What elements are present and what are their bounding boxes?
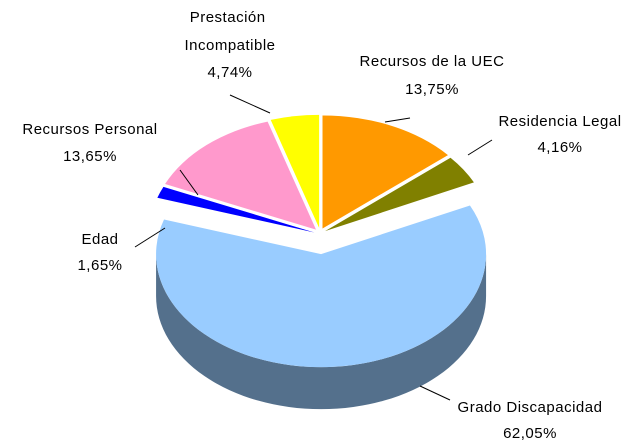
slice-top — [270, 114, 320, 228]
leader-line — [467, 139, 493, 156]
value-label: 4,16% — [537, 139, 582, 156]
slice-top — [156, 205, 487, 368]
slice — [165, 121, 317, 230]
slice — [156, 205, 487, 410]
value-label: 1,65% — [77, 257, 122, 274]
slice — [325, 157, 474, 232]
slice — [270, 114, 320, 228]
value-label: 13,75% — [405, 81, 459, 98]
slice — [322, 115, 448, 229]
slice-top — [165, 121, 317, 230]
leader-line — [384, 117, 411, 123]
leader-line — [179, 169, 199, 196]
slice — [157, 186, 315, 233]
value-label: 4,74% — [207, 64, 252, 81]
leader-line — [134, 227, 166, 248]
category-label-line: Incompatible — [184, 37, 275, 54]
slice-top — [322, 115, 448, 229]
category-label: Grado Discapacidad — [458, 399, 603, 416]
value-label: 13,65% — [63, 148, 117, 165]
category-label: Residencia Legal — [498, 113, 621, 130]
leader-line — [229, 94, 271, 114]
category-label: Recursos Personal — [22, 121, 157, 138]
category-label: Prestación Incompatible — [184, 9, 275, 54]
category-label: Recursos de la UEC — [360, 53, 505, 70]
slice-top — [157, 186, 315, 233]
slice-top — [325, 157, 474, 232]
leader-line — [419, 385, 451, 401]
category-label-line: Prestación — [190, 9, 271, 26]
category-label: Edad — [81, 231, 118, 248]
value-label: 62,05% — [503, 425, 557, 442]
slice-side — [156, 254, 487, 410]
